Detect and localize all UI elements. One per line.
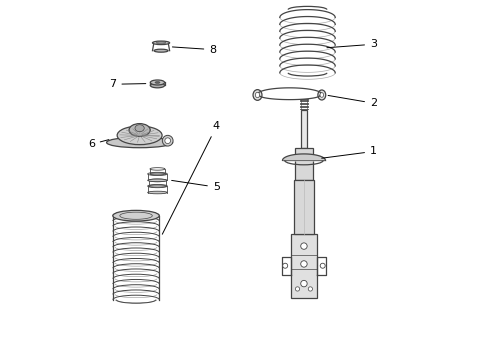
Ellipse shape — [150, 173, 165, 175]
Ellipse shape — [113, 210, 159, 221]
Circle shape — [308, 287, 313, 291]
Ellipse shape — [255, 92, 260, 98]
Text: 7: 7 — [109, 79, 146, 89]
FancyBboxPatch shape — [294, 180, 314, 234]
Ellipse shape — [147, 191, 167, 194]
Circle shape — [301, 261, 307, 267]
Text: 5: 5 — [172, 180, 220, 192]
Text: 2: 2 — [328, 95, 377, 108]
Circle shape — [165, 138, 171, 144]
Ellipse shape — [149, 185, 166, 187]
Ellipse shape — [320, 93, 323, 97]
Ellipse shape — [154, 49, 168, 52]
Ellipse shape — [147, 179, 167, 182]
Ellipse shape — [150, 80, 165, 85]
Text: 6: 6 — [88, 139, 109, 149]
Ellipse shape — [135, 125, 144, 132]
Circle shape — [320, 263, 325, 268]
FancyBboxPatch shape — [301, 111, 307, 148]
Ellipse shape — [107, 137, 172, 148]
Circle shape — [301, 280, 307, 287]
Ellipse shape — [117, 126, 162, 145]
Ellipse shape — [156, 42, 166, 44]
Text: 4: 4 — [162, 121, 220, 234]
Text: 1: 1 — [322, 147, 377, 158]
Text: 3: 3 — [327, 39, 377, 49]
FancyBboxPatch shape — [295, 148, 313, 180]
Ellipse shape — [318, 90, 326, 100]
Text: 8: 8 — [172, 45, 217, 55]
FancyBboxPatch shape — [291, 234, 318, 298]
Ellipse shape — [152, 41, 170, 45]
Circle shape — [295, 287, 300, 291]
Circle shape — [283, 263, 288, 268]
Circle shape — [301, 243, 307, 249]
Ellipse shape — [155, 82, 160, 84]
Ellipse shape — [129, 123, 150, 136]
Ellipse shape — [253, 90, 262, 100]
Ellipse shape — [162, 135, 173, 146]
Ellipse shape — [150, 83, 165, 88]
